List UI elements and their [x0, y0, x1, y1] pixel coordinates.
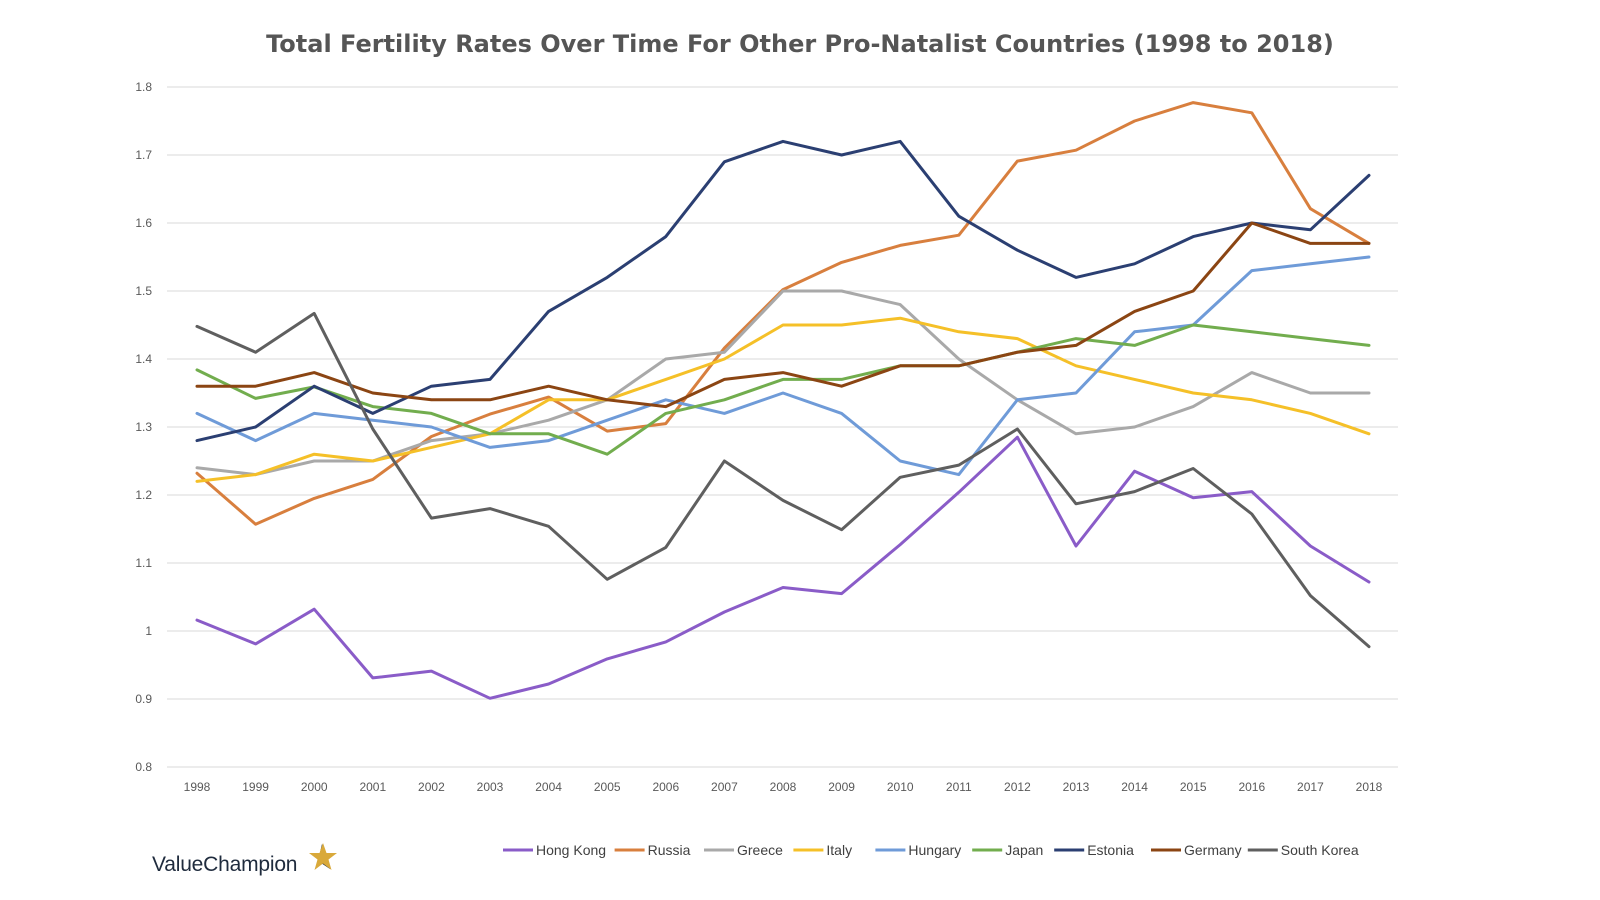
- x-tick-label: 2009: [828, 780, 855, 794]
- x-tick-label: 2005: [594, 780, 621, 794]
- chart-title: Total Fertility Rates Over Time For Othe…: [266, 30, 1334, 58]
- legend-label: Greece: [737, 842, 783, 858]
- x-tick-label: 2001: [359, 780, 386, 794]
- x-tick-label: 2010: [887, 780, 914, 794]
- y-tick-label: 1.5: [135, 284, 152, 298]
- series-line-japan: [195, 323, 1371, 456]
- y-tick-label: 1.1: [135, 556, 152, 570]
- series-line-germany: [195, 221, 1371, 409]
- x-tick-label: 2000: [301, 780, 328, 794]
- x-tick-label: 2014: [1121, 780, 1148, 794]
- y-tick-label: 1.7: [135, 148, 152, 162]
- legend-label: Italy: [826, 842, 852, 858]
- legend-item-germany: Germany: [1151, 842, 1242, 858]
- legend-label: Japan: [1005, 842, 1043, 858]
- legend-label: Hungary: [908, 842, 961, 858]
- legend-item-russia: Russia: [614, 842, 691, 858]
- legend-label: Germany: [1184, 842, 1242, 858]
- axes: 0.8 0.9 1 1.1 1.2 1.3 1.4 1.5 1.6 1.7 1.8 1998 1999 2…: [135, 80, 1382, 794]
- y-tick-label: 1.8: [135, 80, 152, 94]
- series-line-south-korea: [195, 311, 1371, 649]
- y-tick-label: 1: [145, 624, 152, 638]
- legend-item-south-korea: South Korea: [1247, 842, 1359, 858]
- valuechampion-logo: ValueChampion: [152, 853, 298, 876]
- x-tick-label: 2011: [946, 780, 972, 794]
- gridlines: [167, 86, 1398, 768]
- legend-label: Russia: [648, 842, 691, 858]
- x-tick-label: 2015: [1180, 780, 1207, 794]
- series-line-hong-kong: [195, 435, 1371, 700]
- series-line-greece: [195, 289, 1371, 477]
- x-tick-label: 2018: [1356, 780, 1383, 794]
- x-tick-label: 1998: [184, 780, 211, 794]
- x-tick-label: 2008: [770, 780, 797, 794]
- series-line-italy: [195, 316, 1371, 483]
- x-tick-label: 2007: [711, 780, 738, 794]
- x-tick-label: 2012: [1004, 780, 1031, 794]
- legend-label: Hong Kong: [536, 842, 606, 858]
- x-tick-label: 2006: [652, 780, 679, 794]
- legend: Hong Kong Russia Greece Italy Hungary Japan Es…: [503, 842, 1359, 858]
- legend-label: South Korea: [1281, 842, 1359, 858]
- legend-item-italy: Italy: [793, 842, 852, 858]
- x-tick-label: 2017: [1297, 780, 1324, 794]
- star-icon: [309, 843, 337, 870]
- legend-label: Estonia: [1087, 842, 1134, 858]
- x-tick-label: 2004: [535, 780, 562, 794]
- y-tick-label: 1.6: [135, 216, 152, 230]
- y-tick-label: 0.9: [135, 692, 152, 706]
- legend-item-estonia: Estonia: [1054, 842, 1134, 858]
- series-line-hungary: [195, 255, 1371, 477]
- x-tick-label: 2003: [477, 780, 504, 794]
- y-tick-label: 0.8: [135, 760, 152, 774]
- x-tick-label: 1999: [242, 780, 269, 794]
- legend-item-hong-kong: Hong Kong: [503, 842, 606, 858]
- y-tick-label: 1.3: [135, 420, 152, 434]
- y-tick-label: 1.2: [135, 488, 152, 502]
- legend-item-greece: Greece: [704, 842, 783, 858]
- y-tick-label: 1.4: [135, 352, 152, 366]
- legend-item-hungary: Hungary: [875, 842, 961, 858]
- x-tick-label: 2013: [1063, 780, 1090, 794]
- legend-item-japan: Japan: [972, 842, 1043, 858]
- series-lines: [195, 101, 1371, 700]
- x-tick-label: 2016: [1238, 780, 1265, 794]
- series-line-estonia: [195, 139, 1371, 443]
- x-tick-label: 2002: [418, 780, 445, 794]
